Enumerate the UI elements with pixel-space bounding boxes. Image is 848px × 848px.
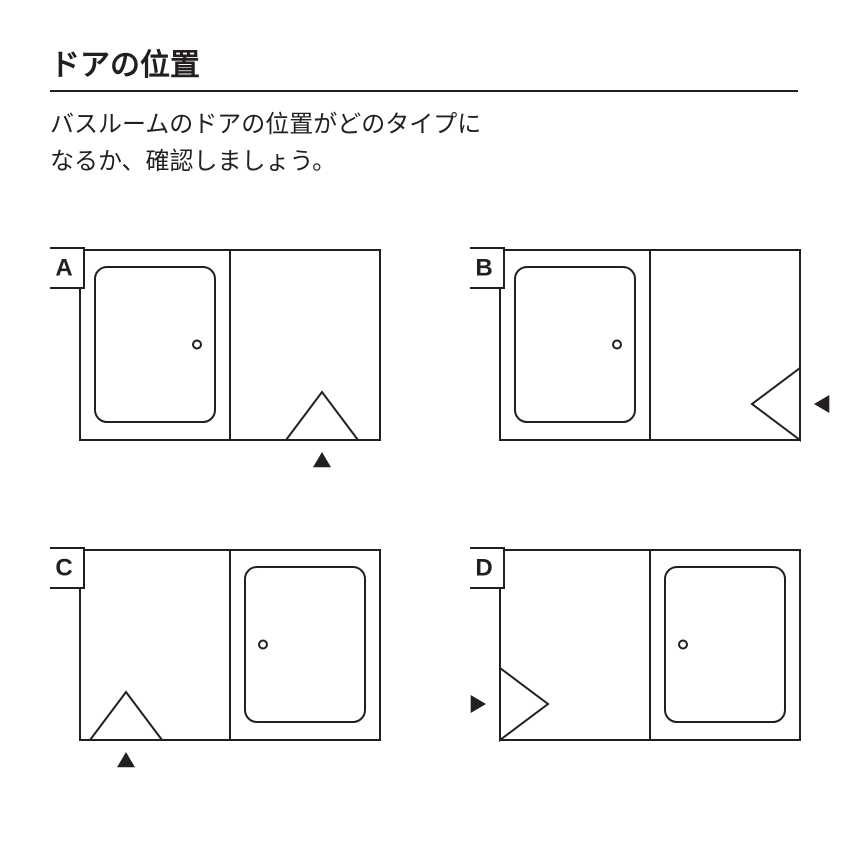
svg-text:C: C [55, 555, 72, 582]
option-diagram: A [50, 240, 410, 470]
page-title: ドアの位置 [50, 40, 798, 92]
options-grid: A B C D [50, 240, 798, 770]
subtitle-line2: なるか、確認しましょう。 [50, 148, 336, 175]
svg-text:D: D [475, 555, 492, 582]
option-diagram: D [470, 540, 830, 770]
option-d: D [470, 540, 830, 770]
option-b: B [470, 240, 830, 470]
subtitle-line1: バスルームのドアの位置がどのタイプに [50, 111, 481, 138]
svg-text:B: B [475, 255, 492, 282]
option-a: A [50, 240, 410, 470]
option-diagram: C [50, 540, 410, 770]
page: ドアの位置 バスルームのドアの位置がどのタイプに なるか、確認しましょう。 A B… [0, 0, 848, 848]
option-c: C [50, 540, 410, 770]
svg-text:A: A [55, 255, 72, 282]
option-diagram: B [470, 240, 830, 470]
page-subtitle: バスルームのドアの位置がどのタイプに なるか、確認しましょう。 [50, 106, 798, 180]
